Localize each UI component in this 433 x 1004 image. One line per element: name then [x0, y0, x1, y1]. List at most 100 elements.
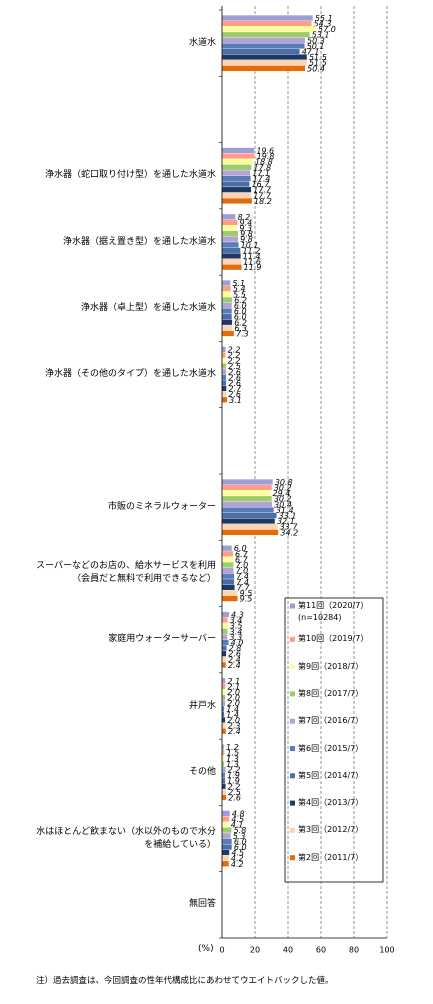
- bar: [221, 694, 226, 701]
- value-label: 6.0: [234, 837, 247, 846]
- value-label: 5.8: [234, 826, 247, 835]
- value-label: 4.5: [231, 849, 244, 858]
- legend-box: [284, 597, 384, 883]
- bar: [221, 31, 310, 38]
- value-label: 2.0: [227, 699, 240, 708]
- bar: [221, 628, 228, 635]
- bar: [221, 253, 241, 259]
- value-label: 4.1: [231, 821, 244, 830]
- bar: [221, 512, 277, 519]
- bar: [221, 319, 233, 326]
- bar: [221, 153, 255, 160]
- bar: [221, 380, 227, 386]
- legend-label: 第4回（2013/7）: [298, 798, 364, 808]
- legend-swatch: [290, 636, 295, 642]
- bar: [221, 689, 226, 695]
- bar: [221, 506, 274, 513]
- value-label: 17.1: [252, 169, 270, 178]
- bar: [221, 777, 226, 784]
- value-label: 2.1: [227, 677, 240, 686]
- legend-swatch: [290, 664, 295, 670]
- value-label: 9.8: [240, 235, 253, 244]
- bar: [221, 495, 272, 502]
- bar: [221, 562, 234, 568]
- value-label: 1.3: [226, 760, 239, 769]
- category-label: 浄水器（その他のタイプ）を通した水道水: [44, 369, 216, 380]
- value-label: 11.9: [244, 263, 262, 272]
- value-label: 2.3: [228, 722, 241, 731]
- value-label: 7.7: [237, 583, 251, 592]
- bar: [221, 788, 227, 795]
- value-label: 6.0: [234, 307, 247, 316]
- legend-label: 第6回（2015/7）: [298, 743, 364, 753]
- bar: [221, 280, 231, 287]
- bar: [221, 324, 233, 331]
- bar: [221, 291, 232, 298]
- value-label: 2.4: [228, 661, 241, 670]
- value-label: 51.5: [309, 59, 327, 68]
- bar: [221, 181, 250, 188]
- bar: [221, 363, 227, 370]
- legend-label: 第7回（2016/7）: [298, 716, 364, 726]
- value-label: 57.0: [318, 25, 336, 34]
- bar: [221, 241, 239, 248]
- bar: [221, 147, 255, 154]
- bar: [221, 827, 232, 834]
- value-label: 7.3: [236, 329, 249, 338]
- bar: [221, 42, 305, 49]
- bar: [221, 396, 228, 403]
- bar: [221, 661, 227, 668]
- bar: [221, 169, 251, 176]
- value-label: 2.2: [228, 351, 241, 360]
- bar: [221, 622, 228, 629]
- value-label: 18.2: [254, 197, 272, 206]
- value-label: 1.9: [227, 771, 240, 780]
- x-tick-label: 80: [349, 946, 359, 955]
- bar: [221, 236, 239, 243]
- bar: [221, 296, 233, 303]
- value-label: 10.1: [241, 241, 259, 250]
- bar: [221, 14, 314, 21]
- category-label: 井戸水: [188, 700, 216, 711]
- value-label: 5.3: [233, 832, 246, 841]
- bar: [221, 219, 238, 226]
- value-label: 31.4: [276, 506, 294, 515]
- value-label: 30.4: [274, 500, 292, 509]
- legend-swatch: [290, 746, 295, 751]
- value-label: 50.1: [307, 42, 325, 51]
- value-label: 4.2: [231, 860, 244, 869]
- value-label: 55.1: [315, 14, 333, 23]
- value-label: 3.3: [229, 633, 242, 642]
- bar: [221, 816, 230, 822]
- bar: [221, 832, 231, 839]
- bar: [221, 639, 229, 646]
- value-label: 1.4: [226, 710, 239, 719]
- bar: [221, 567, 234, 574]
- bar: [221, 595, 238, 602]
- category-label: 市販のミネラルウォーター: [107, 501, 216, 512]
- legend-swatch: [290, 691, 295, 697]
- bar: [221, 838, 233, 845]
- value-label: 16.7: [252, 180, 271, 189]
- bar: [221, 225, 238, 231]
- value-label: 8.2: [238, 213, 251, 222]
- bar: [221, 584, 235, 591]
- bar: [221, 860, 230, 867]
- value-label: 2.5: [228, 788, 241, 797]
- value-label: 30.8: [275, 478, 293, 487]
- value-label: 2.8: [229, 644, 242, 653]
- value-label: 11.6: [243, 258, 261, 267]
- x-tick-label: 20: [250, 946, 260, 955]
- category-label: 浄水器（据え置き型）を通した水道水: [62, 236, 216, 247]
- bar: [221, 578, 235, 585]
- bar: [221, 368, 227, 375]
- value-label: 6.7: [235, 550, 249, 559]
- bar: [221, 374, 227, 381]
- value-label: 18.8: [255, 158, 273, 167]
- bar: [221, 772, 226, 779]
- value-label: 6.0: [234, 301, 247, 310]
- bar: [221, 766, 226, 773]
- value-label: 47.1: [302, 48, 320, 57]
- bar: [221, 197, 253, 204]
- bar: [221, 529, 279, 536]
